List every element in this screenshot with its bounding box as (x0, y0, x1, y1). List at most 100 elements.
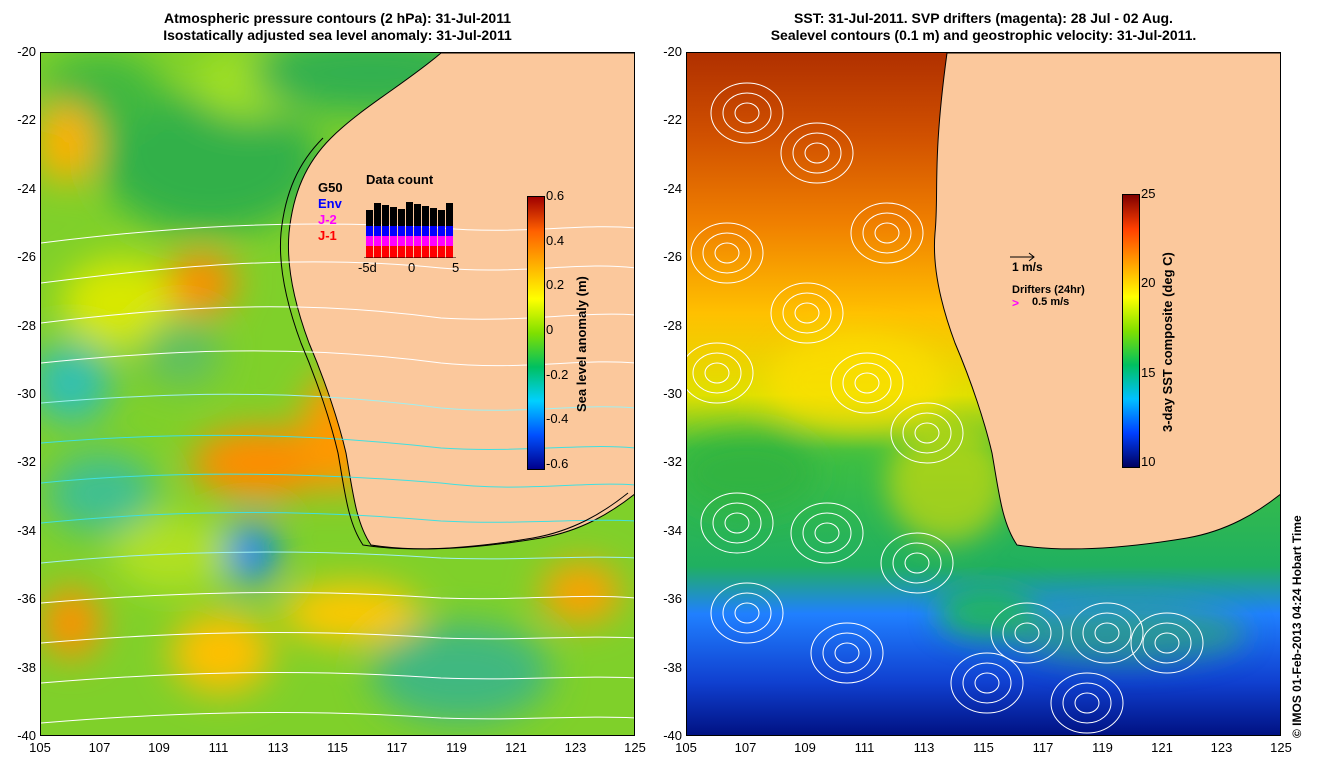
histogram-bar (374, 226, 381, 236)
sealevel-contour-loop (904, 552, 930, 574)
sealevel-contour-loop (692, 352, 742, 394)
x-tick-label: 117 (386, 740, 408, 755)
x-tick-label: 117 (1032, 740, 1054, 755)
sealevel-contour-loop (892, 542, 942, 584)
sealevel-contour-loop (850, 202, 924, 264)
histogram-bar (406, 202, 413, 226)
colorbar-tick-label: 20 (1141, 275, 1156, 291)
sealevel-contour-loop (802, 512, 852, 554)
sealevel-contour-loop (770, 282, 844, 344)
sealevel-contour-loop (890, 402, 964, 464)
legend-j1: J-1 (318, 228, 337, 243)
x-tick-label: 115 (973, 740, 994, 755)
sealevel-contour-loop (780, 122, 854, 184)
histogram-bar (430, 236, 437, 246)
sst-map (686, 52, 1281, 736)
x-tick-label: 105 (675, 740, 697, 755)
sst-colorbar (1122, 194, 1140, 468)
x-tick-label: 113 (267, 740, 289, 755)
histogram-bar (414, 226, 421, 236)
sealevel-contour-loop (790, 502, 864, 564)
sealevel-contour-loop (714, 242, 740, 264)
sealevel-contour-loop (704, 362, 730, 384)
y-tick-label: -30 (663, 386, 682, 401)
colorbar-tick-label: 15 (1141, 364, 1156, 380)
sealevel-contour-loop (874, 222, 900, 244)
sealevel-contour-loop (990, 602, 1064, 664)
histogram-bar (390, 246, 397, 258)
sealevel-contour-loop (842, 362, 892, 404)
sealevel-contour-loop (1062, 682, 1112, 724)
y-tick-label: -40 (17, 728, 36, 743)
sealevel-contour-loop (734, 102, 760, 124)
y-tick-label: -30 (17, 386, 36, 401)
histogram-bar (414, 246, 421, 258)
x-tick-label: 123 (564, 740, 587, 755)
sealevel-contour-loop (902, 412, 952, 454)
sealevel-contour-loop (974, 672, 1000, 694)
histogram-bar (422, 206, 429, 226)
sealevel-contour-loop (962, 662, 1012, 704)
sealevel-contour-loop (1002, 612, 1052, 654)
x-tick-label: 113 (913, 740, 935, 755)
x-tick-label: 109 (794, 740, 816, 755)
data-count-histogram (364, 202, 456, 258)
sealevel-contour-loop (1050, 672, 1124, 734)
histogram-bar (366, 210, 373, 226)
sealevel-contour-loop (794, 302, 820, 324)
right-panel-title: SST: 31-Jul-2011. SVP drifters (magenta)… (686, 10, 1281, 44)
histogram-bar (446, 226, 453, 236)
histogram-bar (446, 203, 453, 226)
x-tick-label: 121 (505, 740, 527, 755)
histogram-bar (366, 236, 373, 246)
colorbar-tick-label: 0.2 (546, 277, 565, 293)
sla-colorbar-label: Sea level anomaly (m) (574, 276, 589, 412)
colorbar-tick-label: 25 (1141, 186, 1156, 201)
y-tick-label: -28 (17, 317, 36, 333)
sealevel-contour-loop (814, 522, 840, 544)
y-tick-label: -34 (663, 522, 682, 538)
left-title-line2: Isostatically adjusted sea level anomaly… (163, 27, 512, 43)
right-title-line2: Sealevel contours (0.1 m) and geostrophi… (770, 27, 1197, 43)
y-tick-label: -24 (17, 180, 36, 196)
sealevel-contour-loop (1130, 612, 1204, 674)
histogram-bar (374, 236, 381, 246)
x-tick-label: 125 (624, 740, 646, 755)
histogram-bar (414, 236, 421, 246)
histogram-bar (430, 226, 437, 236)
sealevel-contour-loop (914, 422, 940, 444)
sla-colorbar (527, 196, 545, 470)
hist-xtick: 0 (408, 260, 416, 275)
sealevel-contour-loop (702, 232, 752, 274)
histogram-bar (446, 246, 453, 258)
x-tick-label: 121 (1151, 740, 1173, 755)
histogram-bar (382, 205, 389, 226)
sealevel-contours (687, 82, 1204, 734)
colorbar-tick-label: -0.2 (546, 366, 569, 382)
right-title-line1: SST: 31-Jul-2011. SVP drifters (magenta)… (794, 10, 1173, 26)
x-tick-label: 119 (446, 740, 467, 755)
histogram-bar (430, 208, 437, 226)
sealevel-contour-loop (1142, 622, 1192, 664)
y-tick-label: -32 (663, 454, 682, 470)
velocity-arrow-icon (1010, 252, 1035, 262)
y-tick-label: -22 (17, 112, 36, 128)
y-tick-label: -24 (663, 180, 682, 196)
colorbar-tick-label: -0.4 (546, 411, 569, 427)
histogram-bar (446, 236, 453, 246)
histogram-bar (374, 203, 381, 226)
credit-text: © IMOS 01-Feb-2013 04:24 Hobart Time (1290, 515, 1304, 738)
sealevel-contour-loop (1082, 612, 1132, 654)
sealevel-contour-loop (950, 652, 1024, 714)
y-tick-label: -34 (17, 522, 36, 538)
colorbar-tick-label: 0.6 (546, 188, 565, 203)
left-panel-title: Atmospheric pressure contours (2 hPa): 3… (40, 10, 635, 44)
histogram-bar (438, 246, 445, 258)
colorbar-tick-label: 0.4 (546, 232, 565, 248)
x-tick-label: 105 (29, 740, 51, 755)
y-tick-label: -40 (663, 728, 682, 743)
histogram-bar (390, 207, 397, 226)
histogram-bar (398, 236, 405, 246)
histogram-bar (398, 209, 405, 226)
x-tick-label: 123 (1210, 740, 1233, 755)
